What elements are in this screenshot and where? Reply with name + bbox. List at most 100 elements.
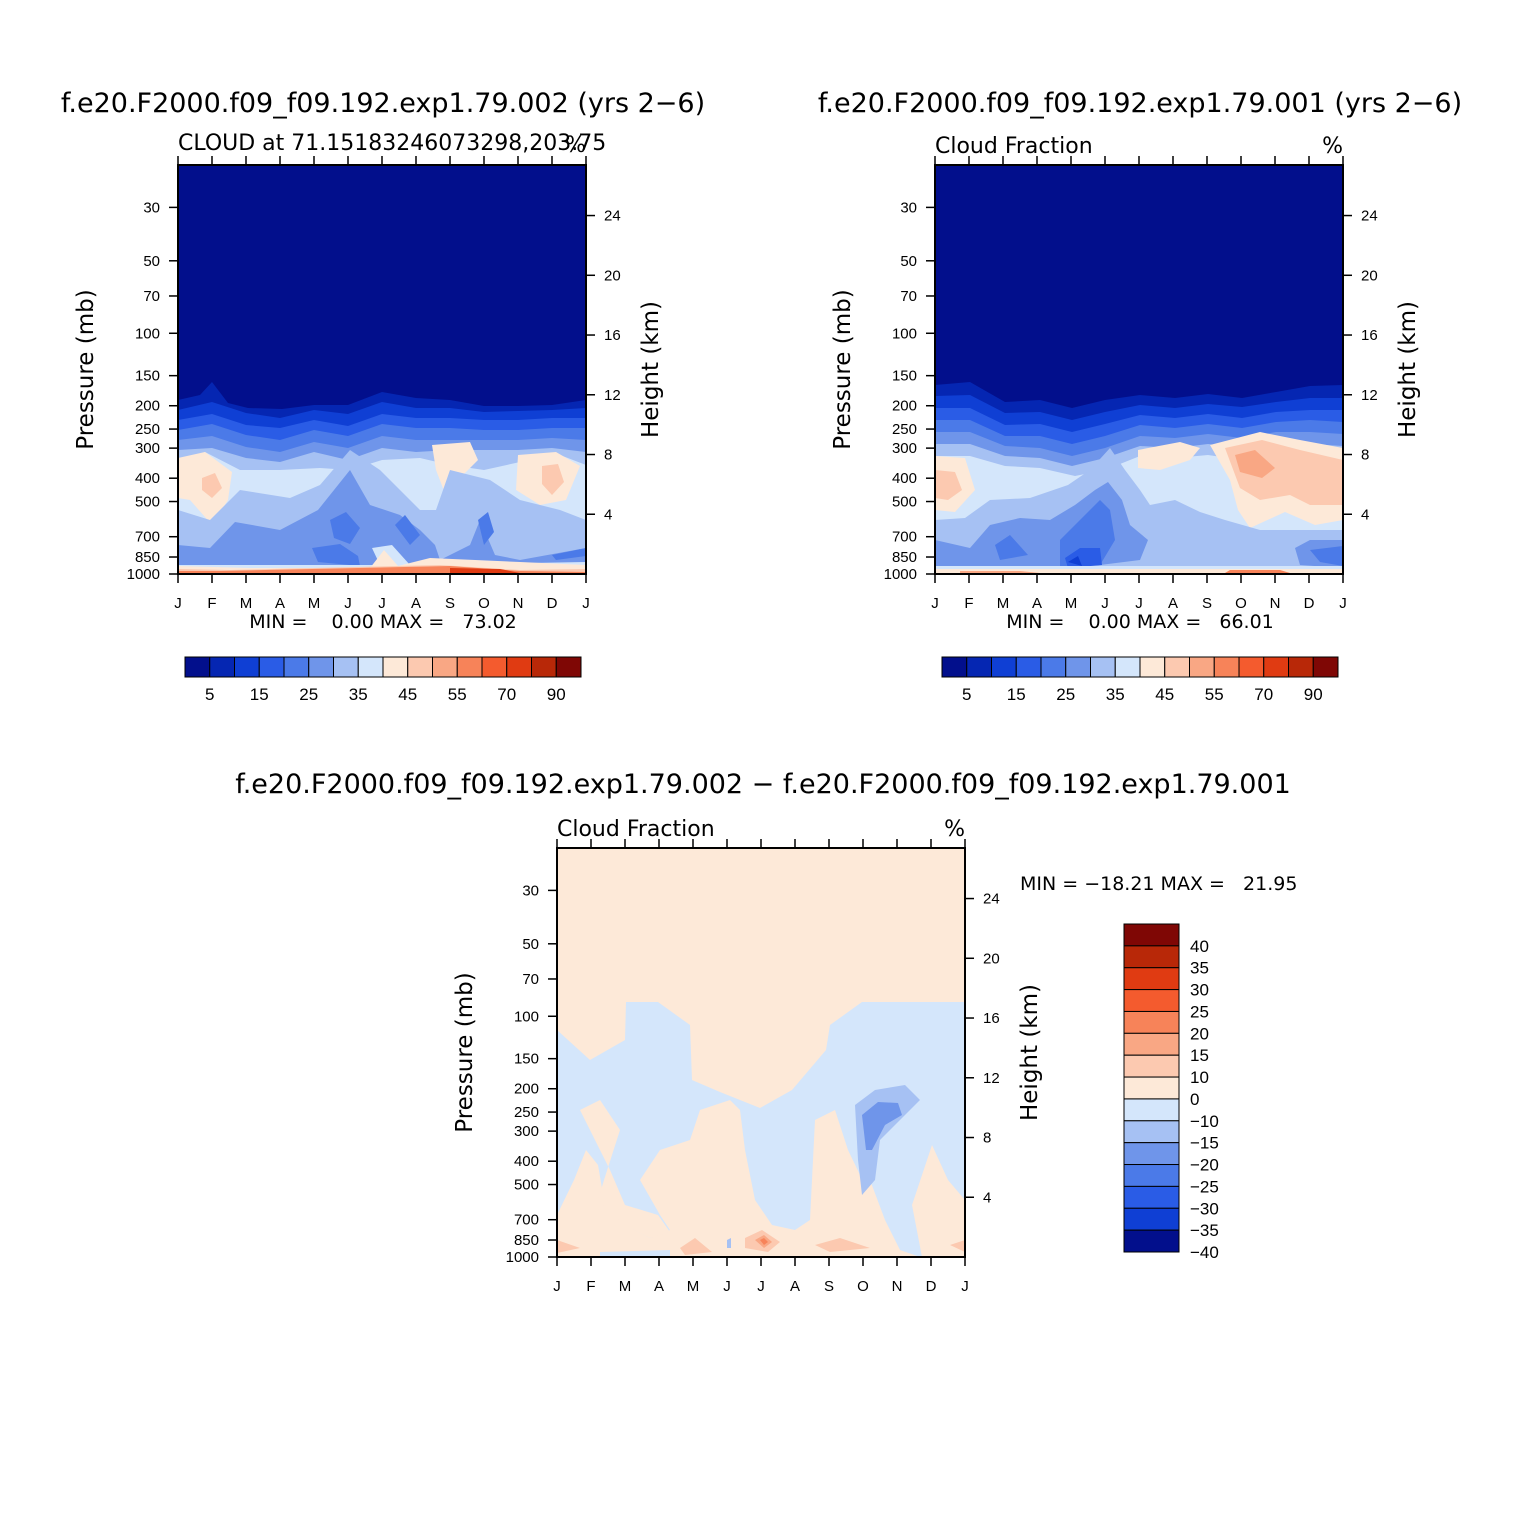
panel3-colorbar-label: −20: [1190, 1156, 1219, 1175]
panel2-ytick-label: 850: [892, 549, 917, 566]
panel3-colorbar-label: −10: [1190, 1112, 1219, 1131]
panel3-colorbar-label: 20: [1190, 1024, 1209, 1043]
panel1-midlevel-warm-right-core: [542, 464, 564, 495]
panel1-xtick-label: J: [174, 595, 182, 612]
panel3-surface-pos-jul-peak: [760, 1238, 768, 1245]
panel1-ytick-label: 1000: [127, 566, 160, 583]
panel1-xtick-label: J: [378, 595, 386, 612]
panel2-subtitle: Cloud Fraction: [935, 134, 1093, 159]
panel3-xtick-label: S: [824, 1278, 834, 1295]
panel2-midlevel-warm-right-peak: [1235, 450, 1275, 478]
panel2-surface-65: [1225, 570, 1290, 573]
panel2-colorbar-swatch: [1312, 656, 1339, 678]
panel1-colorbar-swatch: [357, 656, 384, 678]
panel2-colorbar-swatch: [1114, 656, 1141, 678]
panel2-ytick-label: 30: [900, 199, 917, 216]
panel1-colorbar-swatch: [481, 656, 508, 678]
panel3-colorbar-swatch: [1123, 1207, 1180, 1231]
panel2-ytick-label: 1000: [884, 566, 917, 583]
panel2-xtick-label: J: [1135, 595, 1143, 612]
panel3-colorbar-swatch: [1123, 989, 1180, 1012]
panel2-xtick-label: J: [1339, 595, 1347, 612]
panel3-surface-neg-jun: [727, 1238, 731, 1248]
panel3-surface-pos-sep: [815, 1238, 870, 1252]
panel3-subtitle: Cloud Fraction: [557, 817, 715, 842]
panel2-ylabel-right: Height (km): [1395, 301, 1421, 438]
panel2-colorbar-swatch: [1238, 656, 1265, 678]
panel1-colorbar-swatch: [258, 656, 285, 678]
panel2-ytick-label: 300: [892, 440, 917, 457]
panel2-xtick-label: N: [1270, 595, 1281, 612]
panel1-colorbar-label: 15: [250, 685, 269, 704]
panel2-ytick-label: 150: [892, 368, 917, 385]
panel1-colorbar-label: 55: [448, 685, 467, 704]
panel3-xtick-label: J: [961, 1278, 969, 1295]
panel2-xtick-label: A: [1168, 595, 1178, 612]
panel3-neg-15-core: [862, 1102, 902, 1150]
panel1-colorbar-label: 70: [497, 685, 516, 704]
panel3-ytick-right-label: 20: [983, 950, 1000, 967]
panel3-colorbar-swatch: [1123, 1054, 1180, 1078]
panel1-xtick-label: O: [478, 595, 490, 612]
panel2-ytick-right-label: 12: [1361, 387, 1378, 404]
panel3-colorbar-swatch: [1123, 923, 1180, 947]
panel2-ylabel: Pressure (mb): [830, 289, 856, 449]
colorbars-layer: 5 15 25 35 45 55 70 90 5 15 25 35 45 55 70 904035302520…: [184, 656, 1339, 1262]
panel1-contours: [178, 165, 586, 574]
panel3-ytick-right-label: 12: [983, 1070, 1000, 1087]
panel1-lowlevel-20e: [552, 548, 586, 560]
panel2-colorbar-swatch: [1040, 656, 1067, 678]
panel3-surface-pos-jan2: [950, 1240, 965, 1252]
panel3-ytick-label: 400: [514, 1153, 539, 1170]
panel3-colorbar-swatch: [1123, 1142, 1180, 1166]
panel1-xtick-label: F: [207, 595, 216, 612]
panel1-xtick-label: S: [445, 595, 455, 612]
panel3-title: f.e20.F2000.f09_f09.192.exp1.79.002 − f.…: [235, 769, 1291, 800]
panel1-ytick-label: 100: [135, 325, 160, 342]
panel2-lowlevel-10: [1068, 556, 1082, 566]
panel2-ytick-right-label: 24: [1361, 208, 1378, 225]
panel1-colorbar-swatch: [555, 656, 582, 678]
panel2-ytick-label: 400: [892, 470, 917, 487]
panel1-xtick-label: A: [411, 595, 421, 612]
panel2-colorbar-label: 25: [1056, 685, 1075, 704]
panel3-colorbar-swatch: [1123, 1185, 1180, 1209]
panel3-ytick-label: 1000: [506, 1249, 539, 1266]
panel3-surface-pos-left: [557, 1240, 580, 1253]
panel1-lowlevel-20c: [395, 515, 420, 545]
panel1-colorbar-swatch: [407, 656, 433, 678]
panel3-colorbar-swatch: [1123, 1076, 1180, 1100]
panel2-lowlevel-20b: [995, 535, 1028, 560]
panel2-lowlevel-20: [1060, 500, 1115, 567]
panel1-ytick-label: 700: [135, 529, 160, 546]
panel3-colorbar-swatch: [1123, 1032, 1180, 1056]
panel2-midlevel-warm-left-core: [935, 470, 962, 500]
panel3-ytick-right-label: 16: [983, 1010, 1000, 1027]
panel2-xtick-label: J: [931, 595, 939, 612]
panel1-units: %: [565, 133, 586, 158]
panel1-colorbar-label: 90: [547, 685, 566, 704]
panel3-colorbar-swatch: [1123, 1098, 1180, 1122]
panel3-colorbar-label: 10: [1190, 1068, 1209, 1087]
panel1-colorbar-swatch: [506, 656, 532, 678]
panel2-colorbar-swatch: [1139, 656, 1166, 678]
panel2-surface-60: [960, 571, 1040, 573]
panel1-ytick-label: 300: [135, 440, 160, 457]
panel1-midlevel-warm-left-core: [202, 473, 222, 498]
panel3-ytick-label: 70: [522, 971, 539, 988]
panel2-colorbar-swatch: [1015, 656, 1042, 678]
panel3-ytick-label: 700: [514, 1212, 539, 1229]
panel2-stats: MIN = 0.00 MAX = 66.01: [1006, 611, 1274, 633]
panel1-ytick-right-label: 12: [604, 387, 621, 404]
panel1-xtick-label: J: [582, 595, 590, 612]
panel1-lowlevel-20d: [478, 512, 494, 545]
panel3-units: %: [944, 817, 965, 842]
panel1-colorbar-label: 45: [398, 685, 417, 704]
panel3-colorbar-label: −30: [1190, 1199, 1219, 1218]
panel3-ytick-label: 50: [522, 936, 539, 953]
panel1-lowlevel-25: [178, 470, 586, 574]
panel3-stats: MIN = −18.21 MAX = 21.95: [1020, 873, 1297, 895]
panel2-lowlevel-20-right: [1310, 546, 1343, 566]
panel3-colorbar-label: 25: [1190, 1002, 1209, 1021]
